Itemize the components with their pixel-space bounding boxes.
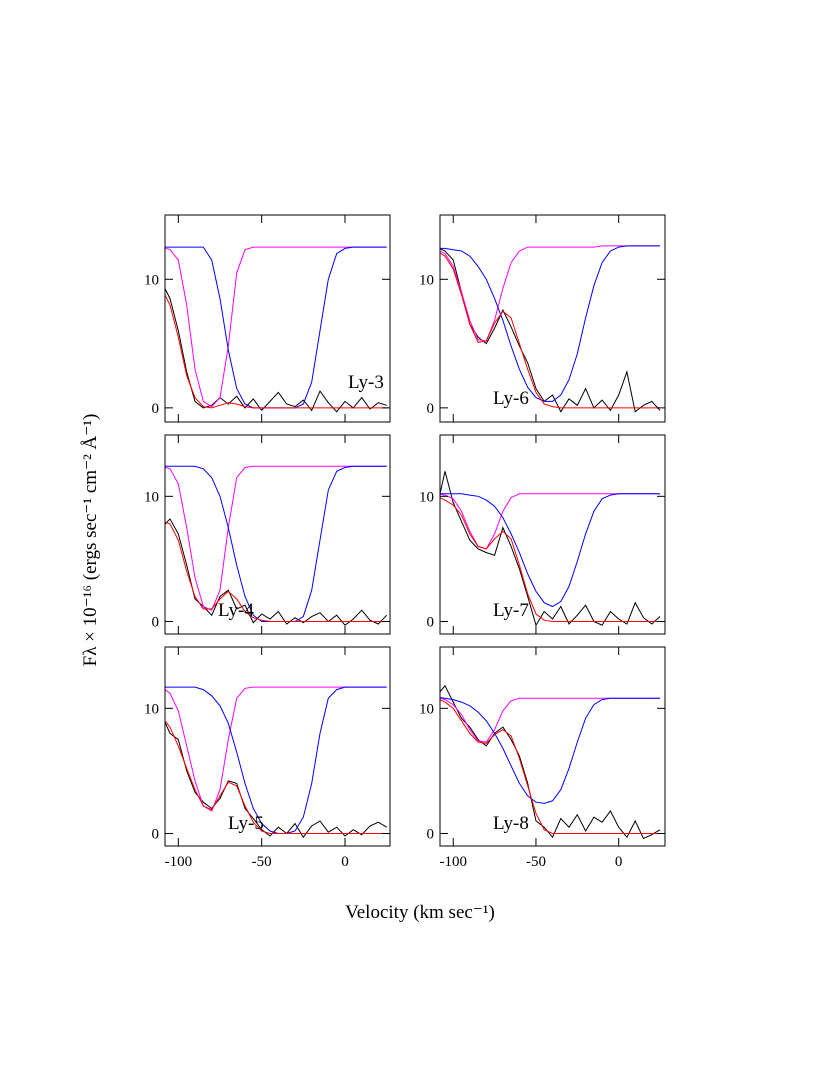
panel-label: Ly-6	[493, 388, 529, 409]
series-line	[440, 497, 660, 622]
series-line	[440, 684, 661, 840]
series-line	[440, 245, 660, 342]
y-tick-label: 10	[144, 272, 159, 288]
series-line	[165, 720, 387, 834]
panel-label: Ly-8	[493, 813, 529, 834]
y-tick-label: 10	[419, 701, 434, 717]
panel-label: Ly-4	[218, 600, 254, 621]
y-tick-label: 10	[144, 489, 159, 505]
series-line	[165, 287, 387, 413]
plot-frame	[439, 214, 666, 423]
x-tick-label: -100	[165, 854, 193, 870]
y-tick-label: 0	[152, 614, 160, 630]
series-line	[440, 493, 660, 608]
y-tick-label: 10	[144, 701, 159, 717]
plot-frame	[439, 646, 666, 847]
y-tick-label: 0	[152, 401, 160, 417]
y-tick-label: 10	[419, 272, 434, 288]
y-tick-label: 0	[152, 826, 160, 842]
x-tick-label: -50	[252, 854, 272, 870]
series-line	[165, 686, 387, 834]
x-tick-label: 0	[341, 854, 349, 870]
series-line	[165, 246, 387, 408]
series-line	[440, 248, 661, 413]
series-line	[440, 699, 660, 834]
series-line	[165, 465, 387, 611]
series-line	[165, 465, 387, 622]
x-axis-label: Velocity (km sec⁻¹)	[345, 902, 495, 923]
plot-frame	[164, 434, 391, 635]
series-line	[165, 521, 387, 622]
series-line	[440, 697, 660, 743]
x-tick-label: 0	[615, 854, 623, 870]
series-line	[440, 252, 660, 409]
series-line	[165, 293, 387, 409]
y-axis-label: Fλ × 10⁻¹⁶ (ergs sec⁻¹ cm⁻² Å⁻¹)	[80, 414, 101, 667]
series-line	[440, 471, 661, 627]
plot-frame	[439, 434, 666, 635]
y-tick-label: 0	[427, 826, 435, 842]
series-line	[165, 518, 388, 626]
plot-frame	[164, 646, 391, 847]
y-tick-label: 10	[419, 489, 434, 505]
plot-frame	[164, 214, 391, 423]
series-line	[165, 720, 387, 839]
x-tick-label: -100	[439, 854, 467, 870]
y-tick-label: 0	[427, 401, 435, 417]
series-line	[440, 697, 660, 804]
y-tick-label: 0	[427, 614, 435, 630]
panel-label: Ly-5	[228, 813, 264, 834]
series-line	[440, 245, 660, 402]
x-tick-label: -50	[526, 854, 546, 870]
panel-label: Ly-7	[493, 600, 529, 621]
panel-label: Ly-3	[348, 372, 384, 393]
